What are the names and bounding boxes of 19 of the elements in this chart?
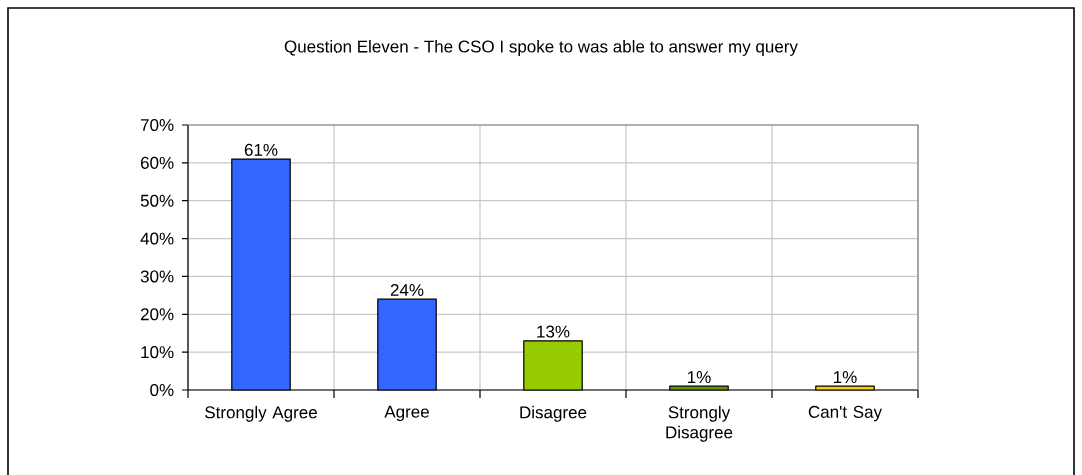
data-label: 1%: [688, 371, 711, 384]
y-tick-label: 50%: [140, 194, 174, 207]
data-label: 1%: [834, 371, 857, 384]
x-tick-label: Strongly Agree: [205, 405, 317, 422]
y-tick-label: 20%: [140, 308, 174, 321]
x-tick-label: Strongly Disagree: [666, 405, 733, 442]
data-label: 13%: [537, 325, 570, 338]
x-tick-label: Can't Say: [808, 405, 883, 422]
x-tick-label: Disagree: [520, 405, 587, 422]
y-tick-label: 60%: [140, 156, 174, 169]
y-tick-label: 10%: [141, 346, 174, 359]
data-label: 61%: [244, 143, 278, 156]
x-tick-label: Agree: [384, 405, 429, 422]
y-tick-label: 70%: [140, 118, 174, 132]
chart-title: Question Eleven - The CSO I spoke to was able to answer my query: [284, 40, 798, 56]
y-tick-label: 30%: [140, 270, 174, 283]
y-tick-label: 0%: [150, 383, 174, 397]
y-tick-label: 40%: [140, 232, 174, 245]
data-label: 24%: [390, 283, 424, 296]
